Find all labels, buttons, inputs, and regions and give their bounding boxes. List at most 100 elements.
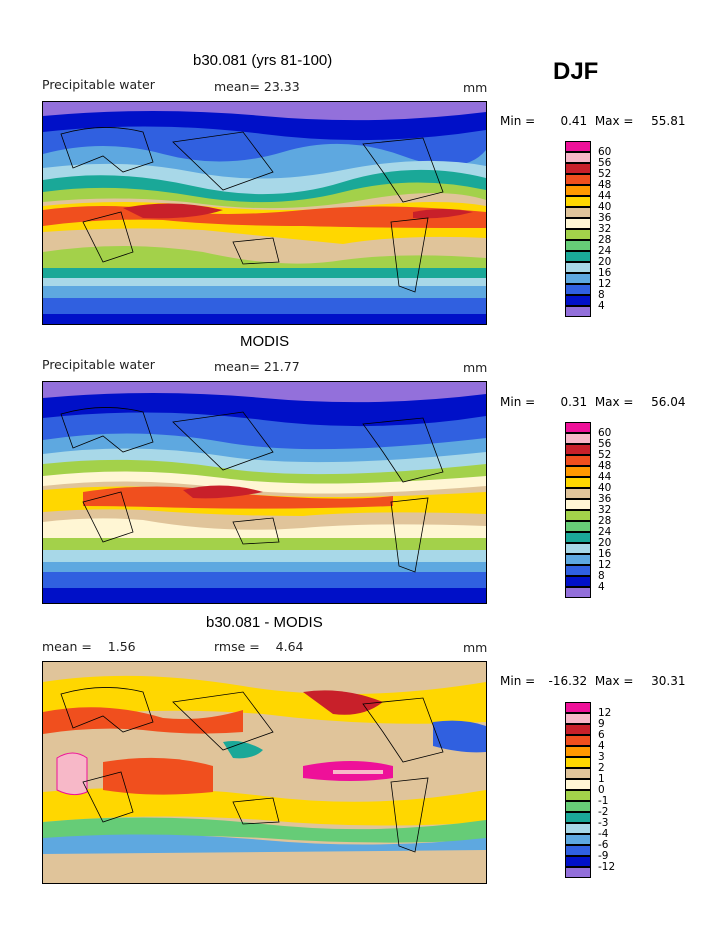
panel1-minmax: Min = 0.41 Max = 55.81	[500, 114, 686, 128]
colorbar-swatch	[565, 152, 591, 163]
panel2-mean-label: mean= 21.77	[214, 359, 300, 374]
panel2-min-value: 0.31	[560, 395, 588, 409]
colorbar-tick-label: 2	[598, 762, 605, 774]
colorbar-tick-label: 12	[598, 278, 612, 290]
colorbar-swatch	[565, 466, 591, 477]
colorbar-tick-label: 6	[598, 729, 605, 741]
colorbar-swatch	[565, 196, 591, 207]
colorbar-tick-label: 8	[598, 570, 605, 582]
colorbar-swatch	[565, 757, 591, 768]
panel3-unit-label: mm	[463, 640, 488, 655]
colorbar-swatch	[565, 565, 591, 576]
colorbar-swatch	[565, 702, 591, 713]
colorbar-swatch	[565, 823, 591, 834]
colorbar-tick-label: 52	[598, 449, 612, 461]
colorbar-tick-label: 4	[598, 300, 605, 312]
colorbar-tick-label: 4	[598, 740, 605, 752]
colorbar-swatch	[565, 218, 591, 229]
panel1-mean-label: mean= 23.33	[214, 79, 300, 94]
colorbar-tick-label: -4	[598, 828, 609, 840]
colorbar-tick-label: -12	[598, 861, 616, 873]
colorbar-swatch	[565, 240, 591, 251]
colorbar-swatch	[565, 444, 591, 455]
colorbar-tick-label: -2	[598, 806, 609, 818]
colorbar-swatch	[565, 779, 591, 790]
colorbar-tick-label: 24	[598, 526, 612, 538]
colorbar-tick-label: 32	[598, 504, 612, 516]
colorbar-tick-label: 16	[598, 267, 612, 279]
colorbar-swatch	[565, 422, 591, 433]
colorbar-tick-label: 3	[598, 751, 605, 763]
colorbar-swatch	[565, 576, 591, 587]
colorbar-tick-label: 48	[598, 179, 612, 191]
panel3-min-label: Min =	[500, 674, 536, 688]
colorbar-swatch	[565, 812, 591, 823]
panel2-map-graphic	[43, 382, 486, 603]
panel1-unit-label: mm	[463, 80, 488, 95]
panel1-min-label: Min =	[500, 114, 536, 128]
colorbar-swatch	[565, 251, 591, 262]
colorbar-swatch	[565, 306, 591, 317]
colorbar-tick-label: 36	[598, 493, 612, 505]
colorbar-tick-label: 36	[598, 212, 612, 224]
colorbar-swatch	[565, 273, 591, 284]
colorbar-swatch	[565, 284, 591, 295]
colorbar-swatch	[565, 768, 591, 779]
panel2-minmax: Min = 0.31 Max = 56.04	[500, 395, 686, 409]
colorbar-swatch	[565, 543, 591, 554]
panel3-map-graphic	[43, 662, 486, 883]
colorbar-tick-label: -1	[598, 795, 609, 807]
colorbar-swatch	[565, 295, 591, 306]
colorbar-tick-label: 0	[598, 784, 605, 796]
colorbar-swatch	[565, 867, 591, 878]
colorbar-tick-label: 1	[598, 773, 605, 785]
colorbar-swatch	[565, 521, 591, 532]
panel3-title: b30.081 - MODIS	[206, 614, 323, 631]
panel3-min-value: -16.32	[548, 674, 588, 688]
colorbar-tick-label: 12	[598, 707, 612, 719]
colorbar-tick-label: 56	[598, 157, 612, 169]
panel1-variable-label: Precipitable water	[42, 77, 155, 92]
panel2-max-value: 56.04	[651, 395, 686, 409]
panel1-max-label: Max =	[594, 114, 634, 128]
colorbar-tick-label: 9	[598, 718, 605, 730]
panel1-map	[42, 101, 487, 325]
colorbar-tick-label: -9	[598, 850, 609, 862]
colorbar-tick-label: 60	[598, 146, 612, 158]
colorbar-swatch	[565, 163, 591, 174]
panel1-map-graphic	[43, 102, 486, 324]
colorbar-tick-label: 40	[598, 482, 612, 494]
panel3-rmse-label: rmse = 4.64	[214, 639, 304, 654]
colorbar-swatch	[565, 488, 591, 499]
colorbar-swatch	[565, 724, 591, 735]
colorbar-tick-label: 24	[598, 245, 612, 257]
panel2-unit-label: mm	[463, 360, 488, 375]
panel1-max-value: 55.81	[651, 114, 686, 128]
colorbar-swatch	[565, 746, 591, 757]
colorbar-tick-label: 16	[598, 548, 612, 560]
panel2-min-label: Min =	[500, 395, 536, 409]
colorbar-swatch	[565, 207, 591, 218]
panel3-mean-label: mean = 1.56	[42, 639, 136, 654]
colorbar-swatch	[565, 845, 591, 856]
colorbar-tick-label: 56	[598, 438, 612, 450]
panel2-max-label: Max =	[594, 395, 634, 409]
colorbar-swatch	[565, 229, 591, 240]
season-label: DJF	[553, 58, 599, 85]
panel1-title: b30.081 (yrs 81-100)	[193, 52, 333, 69]
colorbar-tick-label: 20	[598, 256, 612, 268]
colorbar-swatch	[565, 801, 591, 812]
colorbar-swatch	[565, 510, 591, 521]
colorbar-swatch	[565, 587, 591, 598]
panel1-min-value: 0.41	[560, 114, 588, 128]
colorbar-tick-label: 60	[598, 427, 612, 439]
panel3-minmax: Min = -16.32 Max = 30.31	[500, 674, 686, 688]
colorbar-tick-label: 20	[598, 537, 612, 549]
colorbar-swatch	[565, 499, 591, 510]
colorbar-swatch	[565, 185, 591, 196]
colorbar-tick-label: -6	[598, 839, 609, 851]
panel2-map	[42, 381, 487, 604]
colorbar-tick-label: 32	[598, 223, 612, 235]
colorbar-swatch	[565, 141, 591, 152]
colorbar-tick-label: 44	[598, 190, 612, 202]
